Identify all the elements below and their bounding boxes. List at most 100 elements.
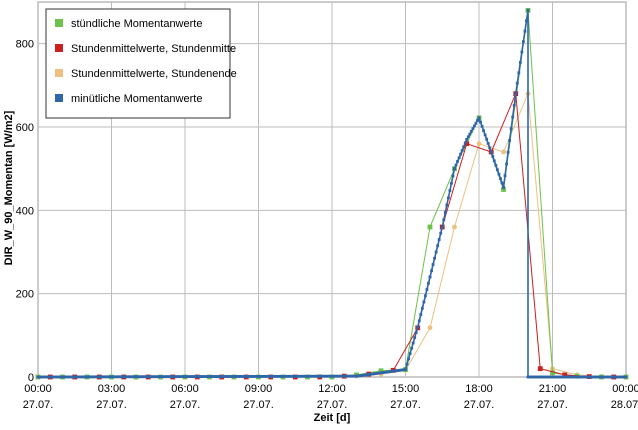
data-point [157,375,161,379]
data-point [216,375,220,378]
data-point [250,375,254,378]
data-point [501,187,506,192]
data-point [462,145,466,149]
data-point [534,375,538,379]
data-point [425,288,429,291]
data-point [301,374,304,378]
data-point [355,374,358,378]
x-tick-label: 06:00 [171,383,199,395]
data-point [446,196,450,200]
data-point [103,375,107,379]
data-point [411,341,415,345]
data-point [356,374,360,378]
data-point [577,375,581,379]
data-point [186,375,190,379]
data-point [36,375,40,379]
data-point [64,375,68,379]
data-point [284,374,288,378]
data-point [106,375,110,379]
data-point [399,368,402,372]
data-point [324,374,327,378]
data-point [265,375,269,378]
data-point [397,368,401,372]
data-point [52,375,56,379]
data-point [546,375,550,379]
data-point [414,330,418,334]
data-point [439,231,443,235]
data-point [508,139,512,142]
data-point [221,375,224,378]
x-tick-date-label: 27.07. [23,399,54,411]
data-point [320,374,324,378]
data-point [576,375,579,379]
data-point [101,375,105,379]
data-point [595,375,599,379]
data-point [119,375,123,379]
data-point [514,92,518,96]
data-point [454,163,458,167]
data-point [98,375,102,379]
data-point [376,371,380,375]
data-point [214,375,218,378]
data-point [542,375,545,379]
data-point [559,375,563,379]
data-point [335,374,339,378]
data-point [337,374,340,378]
data-point [199,375,203,378]
data-point [459,152,463,156]
data-point [283,374,287,378]
data-point [242,375,246,378]
data-point [537,375,541,379]
legend-label-stundenende: Stundenmittelwerte, Stundenende [71,68,237,80]
data-point [608,375,612,379]
data-point [619,375,623,379]
data-point [582,375,586,379]
data-point [141,375,144,379]
data-point [263,375,267,378]
x-tick-label: 15:00 [392,383,420,395]
x-tick-date-label: 28.07. [611,399,638,411]
data-point [598,375,602,379]
data-point [330,374,334,378]
x-tick-label: 03:00 [98,383,126,395]
data-point [97,375,100,379]
data-point [360,374,363,377]
data-point [500,181,504,185]
data-point [413,336,417,340]
data-point [66,375,69,379]
x-tick-date-label: 27.07. [317,399,348,411]
data-point [132,375,136,379]
data-point [386,370,389,374]
data-point [563,375,566,379]
data-point [564,375,568,379]
data-point [338,374,342,378]
data-point [464,141,470,147]
data-point [600,375,604,379]
legend-label-stuendliche: stündliche Momentanwerte [71,18,202,30]
data-point [486,142,490,145]
data-point [361,373,365,377]
data-point [358,374,362,378]
data-point [206,375,210,378]
data-point [436,244,440,248]
data-point [100,375,104,379]
data-point [378,368,384,374]
data-point [501,149,506,155]
data-point [558,375,562,379]
data-point [168,375,172,379]
data-point [278,374,282,378]
data-point [548,375,552,379]
data-point [618,375,621,379]
data-point [273,374,277,378]
data-point [469,129,473,133]
data-point [348,374,352,378]
data-point [255,375,259,378]
data-point [253,375,257,378]
data-point [427,325,433,331]
data-point [572,375,576,379]
data-point [304,374,308,378]
data-point [43,375,46,379]
data-point [353,374,357,378]
data-point [522,40,525,43]
x-tick-label: 00:00 [612,383,638,395]
